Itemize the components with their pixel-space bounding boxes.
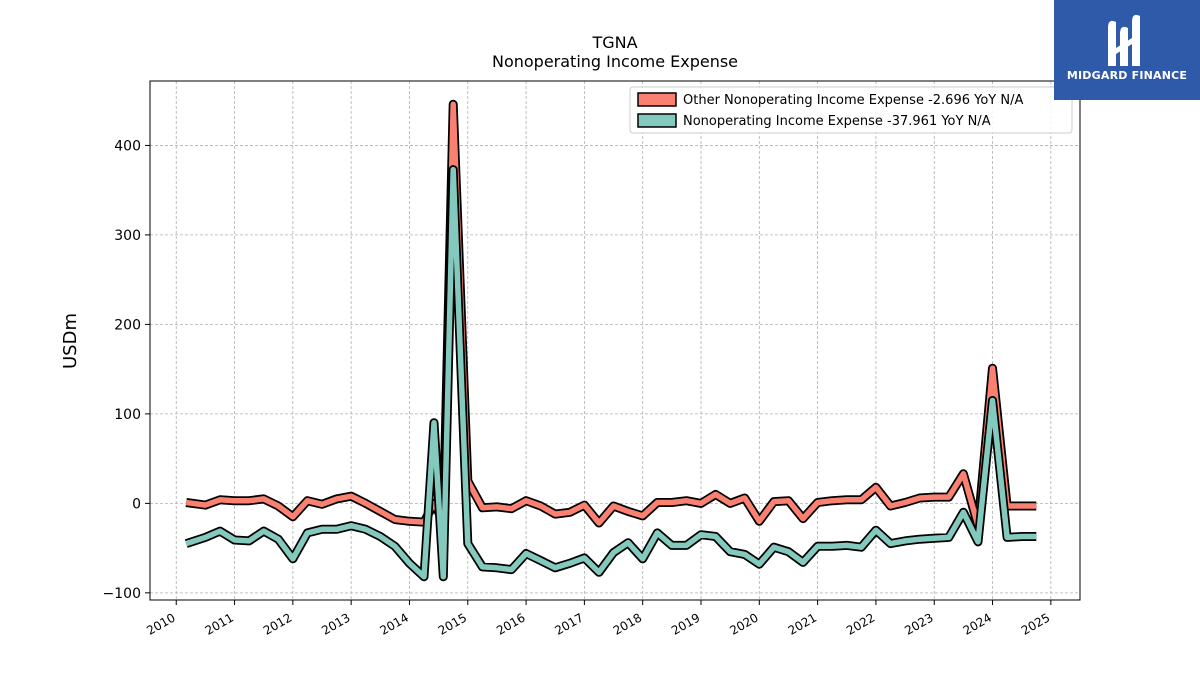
y-tick-label: 0 xyxy=(132,496,141,512)
y-axis-label: USDm xyxy=(60,313,81,369)
legend-label-other: Other Nonoperating Income Expense -2.696… xyxy=(683,93,1023,108)
series-1-line xyxy=(185,166,1037,580)
y-tick-label: 300 xyxy=(114,228,141,244)
x-tick-label: 2011 xyxy=(203,610,236,637)
series-0-outline xyxy=(185,99,1037,531)
x-tick-label: 2020 xyxy=(727,610,760,637)
plot-frame xyxy=(149,80,1081,601)
x-tick-label: 2017 xyxy=(552,610,585,637)
y-tick-label: 200 xyxy=(114,317,141,333)
x-tick-label: 2025 xyxy=(1019,610,1052,637)
x-tick-label: 2019 xyxy=(669,610,702,637)
x-tick-label: 2010 xyxy=(144,610,177,637)
brand-logo: MIDGARD FINANCE xyxy=(1054,0,1200,100)
legend-swatch-other xyxy=(637,92,677,107)
y-tick-label: 400 xyxy=(114,138,141,154)
legend-label-total: Nonoperating Income Expense -37.961 YoY … xyxy=(683,114,991,129)
y-tick-label: −100 xyxy=(103,586,141,602)
midgard-logo-icon xyxy=(1108,14,1140,66)
grid xyxy=(150,81,1080,600)
chart-title: TGNA xyxy=(591,33,637,52)
x-tick-label: 2024 xyxy=(961,610,994,637)
logo-text: MIDGARD FINANCE xyxy=(1066,69,1188,82)
x-tick-label: 2013 xyxy=(319,610,352,637)
series-0-line xyxy=(185,101,1037,529)
legend: Other Nonoperating Income Expense -2.696… xyxy=(629,86,1073,134)
legend-box xyxy=(629,86,1073,134)
x-tick-label: 2021 xyxy=(786,610,819,637)
legend-swatch-total xyxy=(637,113,677,128)
x-tick-label: 2023 xyxy=(902,610,935,637)
y-tick-label: 100 xyxy=(114,407,141,423)
x-tick-label: 2012 xyxy=(261,610,294,637)
chart-subtitle: Nonoperating Income Expense xyxy=(492,52,738,71)
x-tick-label: 2014 xyxy=(378,610,411,637)
x-tick-label: 2016 xyxy=(494,610,527,637)
x-tick-label: 2022 xyxy=(844,610,877,637)
x-tick-label: 2018 xyxy=(611,610,644,637)
series-1-outline xyxy=(184,165,1037,582)
series-layer xyxy=(184,99,1037,582)
x-tick-label: 2015 xyxy=(436,610,469,637)
